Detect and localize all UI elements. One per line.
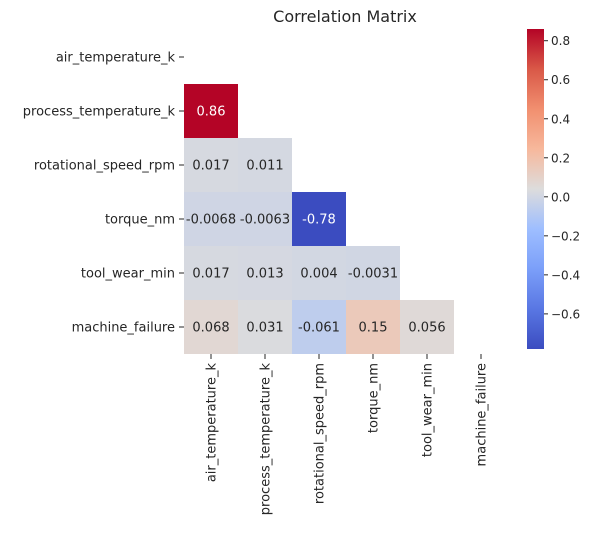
cell-value-label: 0.86	[197, 105, 226, 120]
heatmap-cell	[184, 300, 238, 354]
x-tick-label: process_temperature_k	[259, 363, 274, 516]
x-axis-tick-labels: air_temperature_k process_temperature_k ro…	[205, 354, 490, 515]
cell-value-label: -0.061	[298, 321, 340, 336]
heatmap-cell	[184, 84, 238, 138]
x-tick-label: machine_failure	[475, 363, 490, 466]
cell-value-label: -0.0068	[186, 213, 236, 228]
cell-value-label: 0.013	[246, 267, 283, 282]
y-tick-label: process_temperature_k	[23, 105, 176, 120]
cell-value-label: 0.068	[192, 321, 229, 336]
colorbar: 0.8 0.6 0.4 0.2 0.0 −0.2 −0.4 −0.6	[527, 29, 580, 349]
heatmap-cell	[184, 192, 238, 246]
colorbar-gradient	[527, 29, 544, 349]
x-tick-label: torque_nm	[367, 363, 382, 433]
colorbar-tick-label: −0.6	[551, 307, 580, 321]
heatmap-cell	[400, 300, 454, 354]
heatmap-cell	[238, 192, 292, 246]
heatmap-cell	[184, 138, 238, 192]
heatmap-cell	[346, 246, 400, 300]
chart-title: Correlation Matrix	[273, 7, 417, 26]
cell-value-label: 0.004	[300, 267, 337, 282]
cell-value-label: -0.0031	[348, 267, 398, 282]
colorbar-tick-label: −0.2	[551, 229, 580, 243]
y-tick-label: rotational_speed_rpm	[34, 159, 175, 174]
colorbar-tick-label: 0.6	[551, 73, 570, 87]
x-tick-label: tool_wear_min	[421, 363, 436, 457]
cell-value-label: 0.017	[192, 267, 229, 282]
cell-value-label: 0.15	[359, 321, 388, 336]
cell-value-label: -0.78	[302, 213, 336, 228]
heatmap-cell	[238, 138, 292, 192]
colorbar-tick-label: −0.4	[551, 268, 580, 282]
x-tick-label: rotational_speed_rpm	[313, 363, 328, 504]
y-tick-label: torque_nm	[105, 213, 175, 228]
heatmap-cell	[184, 246, 238, 300]
y-tick-label: machine_failure	[72, 321, 175, 336]
colorbar-tick-label: 0.8	[551, 34, 570, 48]
cell-value-label: 0.056	[408, 321, 445, 336]
y-tick-label: tool_wear_min	[81, 267, 175, 282]
heatmap-cell	[292, 192, 346, 246]
heatmap-cells: 0.86 0.017 0.011 -0.0068 -0.0063 -0.78 0.017 0.…	[184, 84, 454, 354]
heatmap-cell	[346, 300, 400, 354]
cell-value-label: -0.0063	[240, 213, 290, 228]
cell-value-label: 0.031	[246, 321, 283, 336]
colorbar-tick-label: 0.0	[551, 190, 570, 204]
colorbar-tick-label: 0.2	[551, 151, 570, 165]
cell-value-label: 0.017	[192, 159, 229, 174]
colorbar-tick-label: 0.4	[551, 112, 570, 126]
y-axis-tick-labels: air_temperature_k process_temperature_kro…	[23, 51, 184, 336]
heatmap-cell	[292, 300, 346, 354]
cell-value-label: 0.011	[246, 159, 283, 174]
x-tick-label: air_temperature_k	[205, 363, 220, 483]
heatmap-cell	[292, 246, 346, 300]
y-tick-label: air_temperature_k	[56, 51, 176, 66]
heatmap-cell	[238, 246, 292, 300]
heatmap-cell	[238, 300, 292, 354]
